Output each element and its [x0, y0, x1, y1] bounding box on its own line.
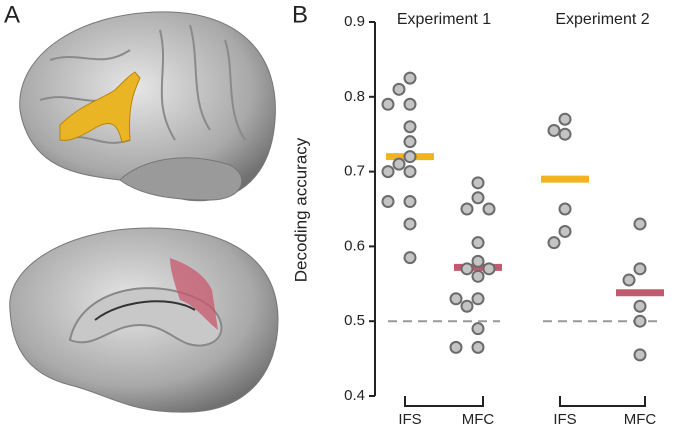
data-point [471, 254, 485, 268]
data-point [449, 292, 463, 306]
data-point [471, 322, 485, 336]
data-point [403, 120, 417, 134]
data-point [558, 202, 572, 216]
y-tick-label: 0.9 [344, 13, 365, 30]
y-tick-label: 0.7 [344, 163, 365, 180]
y-axis-label: Decoding accuracy [291, 137, 310, 282]
x-tick-label: IFS [398, 411, 421, 428]
y-tick-label: 0.6 [344, 237, 365, 254]
data-point [471, 176, 485, 190]
x-tick-label: IFS [553, 411, 576, 428]
data-point [471, 269, 485, 283]
data-point [482, 202, 496, 216]
bracket [559, 396, 646, 407]
panel-label: A [4, 1, 20, 28]
data-point [633, 314, 647, 328]
data-point [381, 165, 395, 179]
data-point [471, 340, 485, 354]
data-point [460, 299, 474, 313]
data-point [403, 165, 417, 179]
data-point [403, 97, 417, 111]
data-point [558, 224, 572, 238]
data-point [403, 135, 417, 149]
y-tick-label: 0.4 [344, 387, 365, 404]
data-point [460, 202, 474, 216]
experiment-title: Experiment 1 [397, 11, 491, 28]
data-point [633, 262, 647, 276]
data-point [403, 217, 417, 231]
data-point [633, 299, 647, 313]
experiment-title: Experiment 2 [555, 11, 649, 28]
data-point [547, 236, 561, 250]
data-point [403, 195, 417, 209]
data-point [381, 195, 395, 209]
data-point [403, 251, 417, 265]
data-point [460, 262, 474, 276]
data-point [633, 217, 647, 231]
data-point [381, 97, 395, 111]
panel-label: B [292, 1, 308, 28]
data-point [403, 71, 417, 85]
data-point [403, 150, 417, 164]
data-point [471, 292, 485, 306]
brain-medial [9, 227, 279, 413]
x-tick-label: MFC [462, 411, 495, 428]
data-point [622, 273, 636, 287]
data-point [392, 157, 406, 171]
brain-lateral [19, 11, 276, 202]
bracket [404, 396, 484, 407]
y-tick-label: 0.8 [344, 88, 365, 105]
data-point [471, 236, 485, 250]
data-point [558, 112, 572, 126]
data-point [392, 82, 406, 96]
data-point [449, 340, 463, 354]
y-tick-label: 0.5 [344, 312, 365, 329]
data-point [558, 127, 572, 141]
x-tick-label: MFC [624, 411, 657, 428]
data-point [471, 191, 485, 205]
data-point [633, 348, 647, 362]
data-point [482, 262, 496, 276]
data-point [547, 123, 561, 137]
